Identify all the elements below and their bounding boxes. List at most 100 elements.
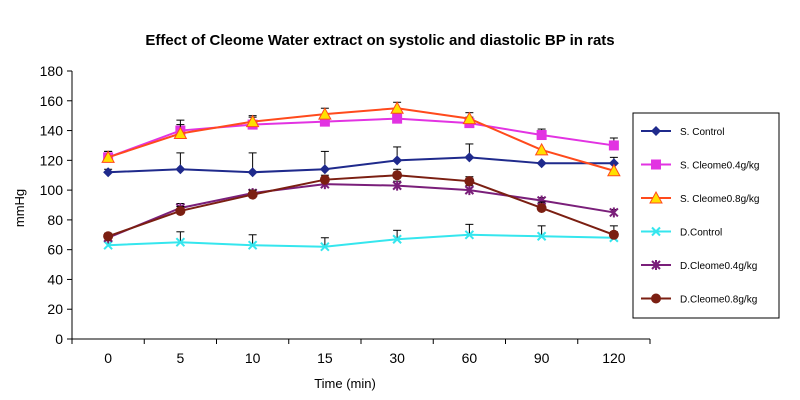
legend-entry-3: S. Cleome0.8g/kg xyxy=(641,190,760,205)
series-6-point xyxy=(319,174,330,185)
x-tick-label: 0 xyxy=(104,350,112,366)
series-6-point xyxy=(608,229,619,240)
series-1-point xyxy=(392,155,403,166)
y-tick-label: 20 xyxy=(47,301,63,317)
x-tick-label: 10 xyxy=(245,350,261,366)
series-5-point xyxy=(609,207,619,218)
series-4-point xyxy=(175,237,186,247)
series-6-point xyxy=(247,189,258,200)
series-6-point xyxy=(536,202,547,213)
series-2-point xyxy=(536,130,547,141)
series-5-line xyxy=(107,183,615,239)
legend-marker xyxy=(649,190,663,204)
series-4-point xyxy=(103,240,113,250)
series-2-point xyxy=(319,116,330,127)
series-4-line xyxy=(108,233,614,248)
series-6-point xyxy=(392,170,403,181)
legend: S. Control S. Cleome0.4g/kg S. Cleome0.8g/… xyxy=(632,112,780,319)
y-tick-label: 60 xyxy=(47,242,63,258)
legend-label: S. Control xyxy=(680,127,724,138)
series-1-point xyxy=(464,152,475,163)
y-tick-label: 180 xyxy=(40,63,64,79)
x-tick-label: 90 xyxy=(534,350,550,366)
legend-label: D.Control xyxy=(680,228,722,239)
series-3-point xyxy=(534,142,549,156)
series-4-point xyxy=(464,230,475,240)
series-3-line xyxy=(107,107,615,172)
y-tick-label: 100 xyxy=(40,182,64,198)
series-3-point xyxy=(318,107,332,120)
legend-entry-4: D.Control xyxy=(641,226,722,239)
y-axis-title: mmHg xyxy=(12,189,27,227)
legend-label: D.Cleome0.8g/kg xyxy=(680,295,757,306)
x-tick-label: 15 xyxy=(317,350,333,366)
x-tick-label: 120 xyxy=(602,350,626,366)
series-4-point-stroke xyxy=(536,231,547,241)
series-1-point xyxy=(175,164,186,175)
series-4-point-stroke xyxy=(175,237,186,247)
legend-marker xyxy=(651,159,661,170)
series-1-point xyxy=(103,167,114,178)
series-1-line xyxy=(108,156,614,174)
series-3-point xyxy=(173,126,188,140)
series-3-point xyxy=(245,114,260,128)
legend-entry-6: D.Cleome0.8g/kg xyxy=(641,293,757,306)
legend-entry-2: S. Cleome0.4g/kg xyxy=(641,159,760,172)
legend-entry-5: D.Cleome0.4g/kg xyxy=(641,260,757,272)
legend-label: D.Cleome0.4g/kg xyxy=(680,261,757,272)
series-3-group xyxy=(101,101,621,177)
series-4-point-stroke xyxy=(320,241,330,252)
series-4-point xyxy=(536,231,547,241)
y-tick-label: 120 xyxy=(40,152,64,168)
series-4-point-stroke xyxy=(392,234,402,244)
legend-label: S. Cleome0.8g/kg xyxy=(680,194,760,205)
series-6-group xyxy=(103,168,619,242)
series-4-point xyxy=(320,241,330,252)
legend-marker xyxy=(651,126,661,136)
series-4-point-stroke xyxy=(103,240,113,250)
series-2-point xyxy=(608,140,619,151)
series-3-point xyxy=(462,111,477,125)
legend-marker xyxy=(651,293,661,304)
series-3-point xyxy=(101,150,115,163)
series-4-point-stroke xyxy=(247,240,258,250)
series-1-point xyxy=(536,158,547,169)
x-tick-label: 60 xyxy=(462,350,478,366)
y-tick-label: 80 xyxy=(47,212,63,228)
series-6-point xyxy=(103,231,114,242)
y-tick-label: 40 xyxy=(47,271,63,287)
series-6-point xyxy=(464,176,475,187)
series-6-line xyxy=(107,174,615,238)
series-5-point xyxy=(392,180,402,191)
x-tick-label: 5 xyxy=(176,350,184,366)
legend-marker-stroke xyxy=(651,226,661,237)
series-2-point xyxy=(392,113,403,124)
y-tick-label: 160 xyxy=(40,93,64,109)
series-3-point xyxy=(390,101,404,114)
series-1-point xyxy=(608,158,619,169)
legend-marker xyxy=(651,260,661,270)
legend-box xyxy=(632,112,780,319)
series-1-point xyxy=(247,167,258,178)
series-3-point xyxy=(607,163,621,177)
series-4-point xyxy=(247,240,258,250)
x-tick-label: 30 xyxy=(389,350,405,366)
series-4-group xyxy=(103,223,619,252)
series-1-group xyxy=(103,143,619,178)
series-5-point xyxy=(464,185,475,196)
legend-entry-1: S. Control xyxy=(641,126,724,138)
series-6-point xyxy=(175,205,186,216)
legend-marker xyxy=(651,226,661,237)
series-2-line xyxy=(107,117,615,159)
legend-label: S. Cleome0.4g/kg xyxy=(680,161,760,172)
y-tick-label: 140 xyxy=(40,123,64,139)
series-1-point xyxy=(319,164,330,175)
y-tick-label: 0 xyxy=(55,331,63,347)
x-axis-title: Time (min) xyxy=(314,376,376,391)
chart-title: Effect of Cleome Water extract on systol… xyxy=(145,32,614,49)
series-4-point-stroke xyxy=(464,230,475,240)
plot-area: 0 20 40 60 80 100 120 140 160 180 0 5 10 15 30 60 90 120 xyxy=(40,63,651,366)
series-4-point xyxy=(392,234,402,244)
